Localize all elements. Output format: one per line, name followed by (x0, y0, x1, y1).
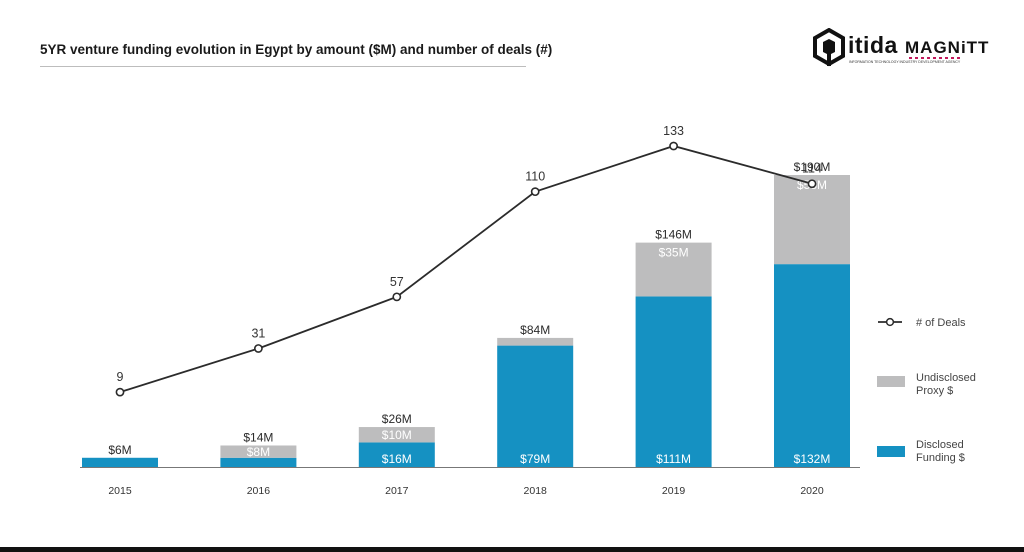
x-tick-2020: 2020 (800, 485, 824, 497)
title-divider (40, 66, 526, 67)
label-disclosed-2017: $16M (382, 452, 412, 466)
itida-emblem-icon (813, 27, 845, 67)
bar-undisclosed-2016 (220, 445, 297, 458)
legend-label-undisclosed-2: Proxy $ (916, 385, 953, 397)
bar-undisclosed-2019 (635, 242, 712, 297)
deals-point-2020 (807, 179, 817, 189)
itida-wordmark: itida (848, 32, 898, 58)
deals-point-2017 (392, 292, 402, 302)
deals-point-2016 (253, 344, 263, 353)
label-disclosed-2020: $132M (794, 452, 831, 466)
deals-point-2019 (669, 141, 678, 151)
bar-disclosed-2015 (82, 457, 158, 467)
bar-disclosed-2018 (497, 345, 574, 467)
deals-label-2017: 57 (390, 275, 404, 289)
deals-label-2016: 31 (251, 326, 265, 340)
label-undisclosed-2019: $35M (659, 246, 689, 260)
deals-point-2018 (530, 187, 540, 197)
x-tick-2015: 2015 (108, 485, 132, 497)
chart-title: 5YR venture funding evolution in Egypt b… (40, 42, 553, 57)
deals-label-2020: 114 (802, 162, 822, 176)
label-total-2020: $190M (794, 160, 831, 174)
bar-disclosed-2017 (358, 442, 435, 467)
deals-label-2019: 133 (663, 124, 684, 138)
label-total-2016: $14M (243, 430, 273, 444)
bar-disclosed-2020 (774, 264, 850, 467)
label-disclosed-2018: $79M (520, 452, 550, 466)
deals-line-layer: 9 31 57 110 133 114 (115, 124, 822, 397)
x-axis: 2015 2016 2017 2018 2019 2020 (80, 467, 860, 497)
label-undisclosed-2016: $8M (247, 445, 270, 459)
bar-undisclosed-2018 (497, 337, 574, 346)
magnitt-dots-decoration (909, 57, 963, 59)
x-tick-2017: 2017 (385, 485, 409, 497)
deals-label-2015: 9 (117, 370, 124, 384)
legend-label-deals: # of Deals (916, 317, 966, 329)
itida-logo: itida INFORMATION TECHNOLOGY INDUSTRY DE… (812, 27, 960, 70)
label-total-2017: $26M (382, 412, 412, 426)
label-total-2015: $6M (108, 443, 131, 457)
x-tick-2016: 2016 (247, 485, 271, 497)
label-total-2018: $84M (520, 323, 550, 337)
bottom-border (0, 547, 1024, 552)
bar-undisclosed-2020 (774, 175, 850, 265)
legend-label-disclosed-1: Disclosed (916, 439, 964, 451)
magnitt-logo: MAGNiTT (905, 38, 990, 59)
legend-disclosed-swatch (877, 446, 905, 457)
legend-undisclosed-swatch (877, 376, 905, 387)
label-undisclosed-2017: $10M (382, 428, 412, 442)
x-tick-2018: 2018 (524, 485, 548, 497)
deals-label-2018: 110 (525, 170, 545, 184)
label-disclosed-2019: $111M (656, 452, 691, 466)
magnitt-wordmark: MAGNiTT (905, 38, 990, 57)
x-tick-2019: 2019 (662, 485, 686, 497)
legend-deals-point-marker (885, 317, 895, 327)
deals-point-2015 (115, 387, 125, 397)
bars-layer: $6M $8M$14M $16M $10M $26M $79M $84M $111M $35M $… (82, 160, 850, 467)
deals-line (119, 145, 813, 393)
legend-label-disclosed-2: Funding $ (916, 452, 965, 464)
bar-undisclosed-2017 (358, 427, 435, 443)
bar-disclosed-2016 (220, 457, 297, 467)
legend-label-undisclosed-1: Undisclosed (916, 372, 976, 384)
itida-tagline: INFORMATION TECHNOLOGY INDUSTRY DEVELOPM… (849, 60, 961, 64)
label-total-2019: $146M (655, 228, 692, 242)
bar-disclosed-2019 (635, 296, 712, 467)
